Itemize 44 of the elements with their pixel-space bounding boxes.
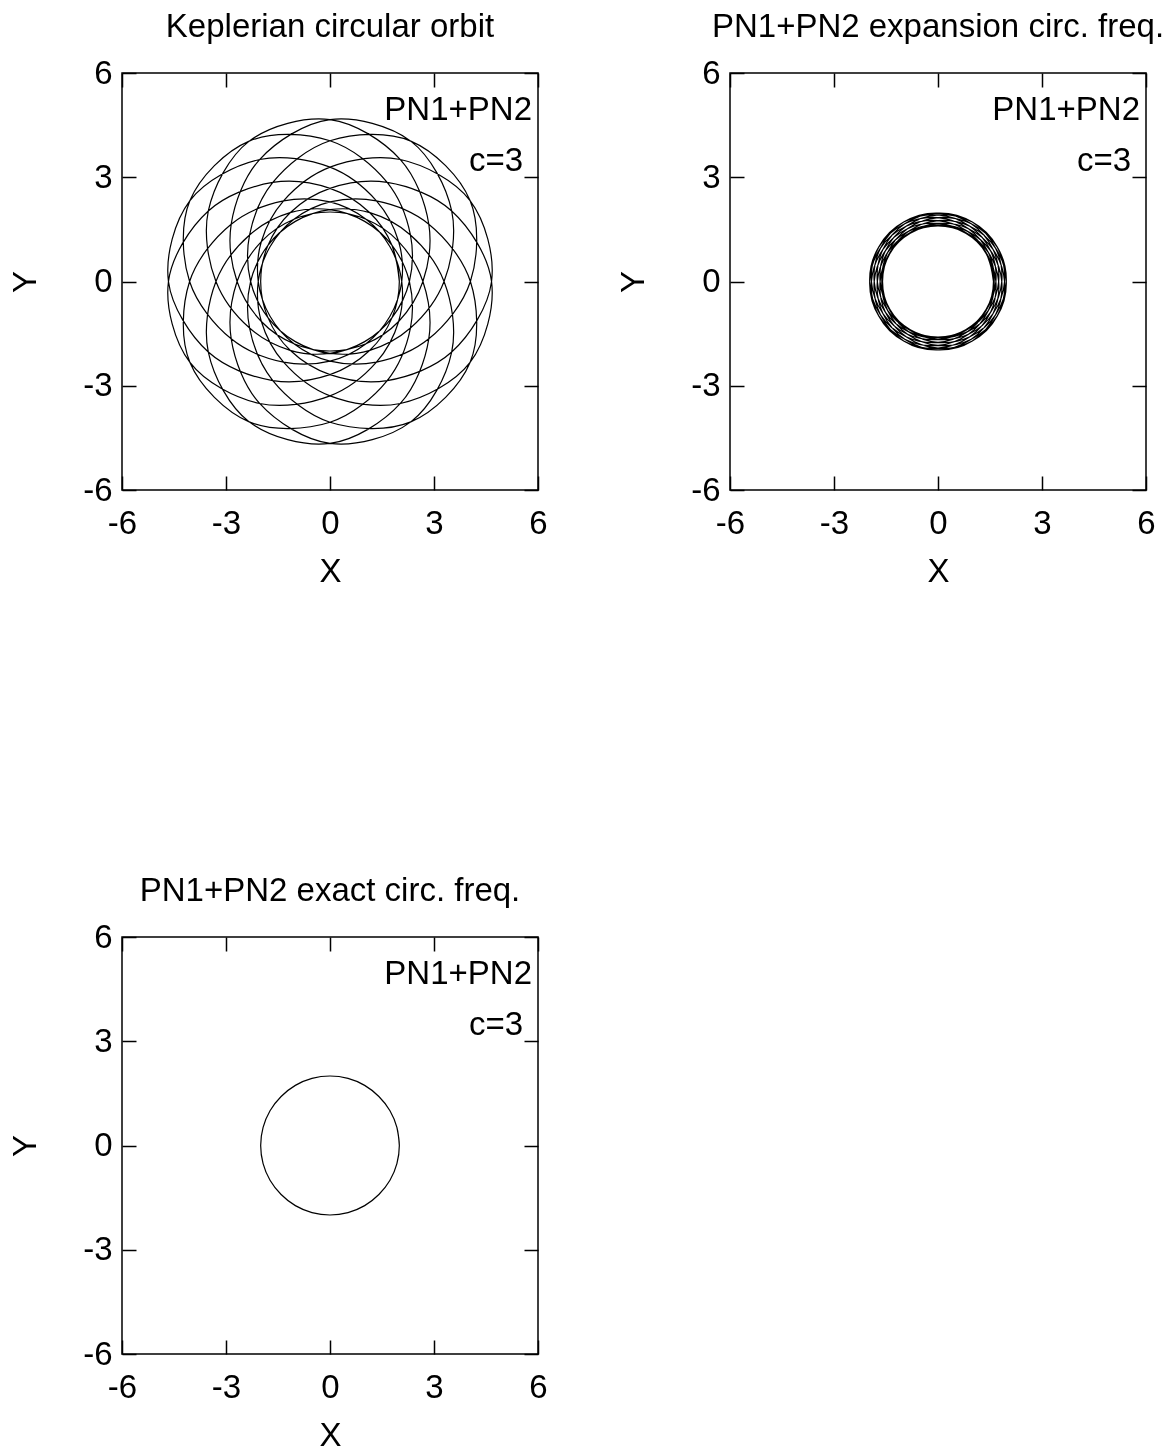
annotation: c=3 <box>468 1005 523 1042</box>
y-tick-label: -3 <box>691 366 721 404</box>
y-tick-label: -6 <box>83 470 113 508</box>
y-tick-label: -3 <box>83 1230 113 1268</box>
y-tick-label: 3 <box>94 157 113 195</box>
y-tick-label: 0 <box>94 1126 113 1163</box>
line-series <box>869 212 1007 351</box>
x-tick-label: 3 <box>425 1367 444 1405</box>
y-tick-label: 0 <box>94 262 113 299</box>
x-tick-label: 0 <box>929 503 948 541</box>
chart-title: PN1+PN2 exact circ. freq. <box>139 871 521 908</box>
y-tick-label: 6 <box>702 53 721 91</box>
x-tick-label: -3 <box>211 503 242 541</box>
chart-title: PN1+PN2 expansion circ. freq. <box>711 7 1165 44</box>
line-series <box>260 1075 400 1216</box>
x-tick-label: -3 <box>819 503 850 541</box>
y-tick-label: 3 <box>94 1021 113 1059</box>
y-tick-label: -6 <box>691 470 721 508</box>
chart-title: Keplerian circular orbit <box>165 7 495 44</box>
x-tick-label: 0 <box>321 503 340 541</box>
x-tick-label: 6 <box>529 503 548 541</box>
y-tick-label: 0 <box>702 262 721 299</box>
y-axis-title: Y <box>614 270 652 294</box>
y-tick-label: 6 <box>94 917 113 955</box>
y-axis-title: Y <box>6 1134 44 1158</box>
x-tick-label: 6 <box>1137 503 1156 541</box>
annotation: c=3 <box>468 141 523 178</box>
x-axis-title: X <box>319 551 342 589</box>
y-tick-label: 6 <box>94 53 113 91</box>
annotation: c=3 <box>1076 141 1131 178</box>
annotation: PN1+PN2 <box>384 954 532 991</box>
x-tick-label: 3 <box>1033 503 1052 541</box>
x-axis-title: X <box>927 551 950 589</box>
y-tick-label: 3 <box>702 157 721 195</box>
y-tick-label: -3 <box>83 366 113 404</box>
y-axis-title: Y <box>6 270 44 294</box>
annotation: PN1+PN2 <box>992 90 1140 127</box>
x-tick-label: 0 <box>321 1367 340 1405</box>
x-tick-label: 6 <box>529 1367 548 1405</box>
x-axis-title: X <box>319 1415 342 1452</box>
annotation: PN1+PN2 <box>384 90 532 127</box>
x-tick-label: 3 <box>425 503 444 541</box>
y-tick-label: -6 <box>83 1334 113 1372</box>
x-tick-label: -3 <box>211 1367 242 1405</box>
